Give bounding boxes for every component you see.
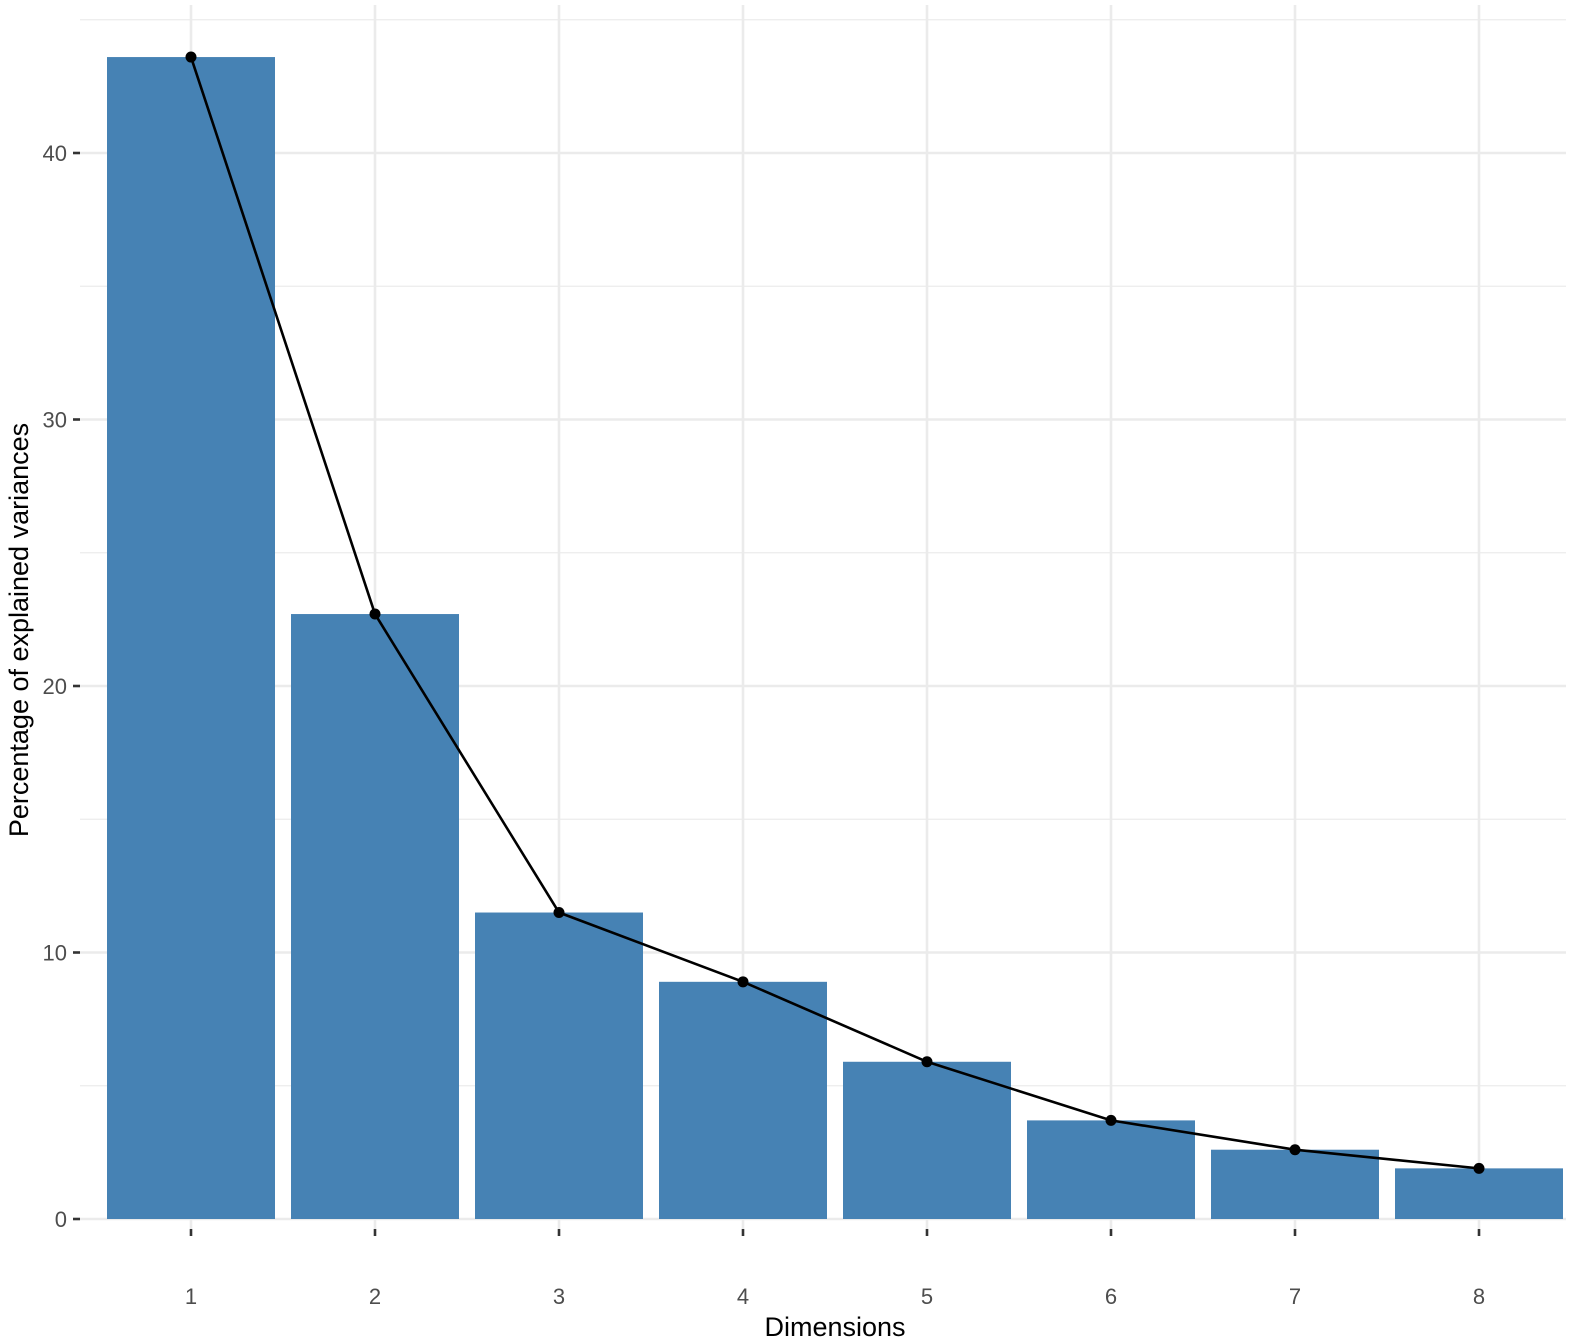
- y-tick-label: 30: [43, 408, 67, 433]
- x-tick-label: 3: [553, 1284, 565, 1309]
- bar: [1395, 1168, 1563, 1219]
- bar: [291, 614, 459, 1219]
- trend-line-group: [185, 51, 1485, 1174]
- x-tick-label: 8: [1473, 1284, 1485, 1309]
- x-tick-label: 2: [369, 1284, 381, 1309]
- trend-point: [553, 907, 565, 919]
- trend-point: [737, 976, 749, 988]
- y-axis-title: Percentage of explained variances: [4, 423, 34, 837]
- x-tick-label: 7: [1289, 1284, 1301, 1309]
- y-axis: 0 10 20 30 40: [43, 141, 80, 1232]
- y-tick-label: 0: [55, 1207, 67, 1232]
- bar: [843, 1061, 1011, 1219]
- trend-point: [369, 608, 381, 620]
- trend-point: [185, 51, 197, 63]
- y-tick-label: 20: [43, 674, 67, 699]
- x-axis: 1 2 3 4 5 6 7 8: [185, 1229, 1485, 1309]
- x-tick-label: 4: [737, 1284, 749, 1309]
- trend-point: [1473, 1162, 1485, 1174]
- bar: [475, 912, 643, 1219]
- trend-line: [189, 56, 1480, 1170]
- bar: [1027, 1120, 1195, 1219]
- bars: [107, 57, 1563, 1219]
- x-tick-label: 1: [185, 1284, 197, 1309]
- bar: [659, 981, 827, 1219]
- bar: [1211, 1149, 1379, 1219]
- trend-point: [921, 1056, 933, 1068]
- x-tick-label: 5: [921, 1284, 933, 1309]
- x-axis-title: Dimensions: [764, 1312, 905, 1342]
- y-tick-label: 40: [43, 141, 67, 166]
- y-tick-label: 10: [43, 941, 67, 966]
- trend-point: [1105, 1114, 1117, 1126]
- bar: [107, 57, 275, 1219]
- trend-point: [1289, 1144, 1301, 1156]
- x-tick-label: 6: [1105, 1284, 1117, 1309]
